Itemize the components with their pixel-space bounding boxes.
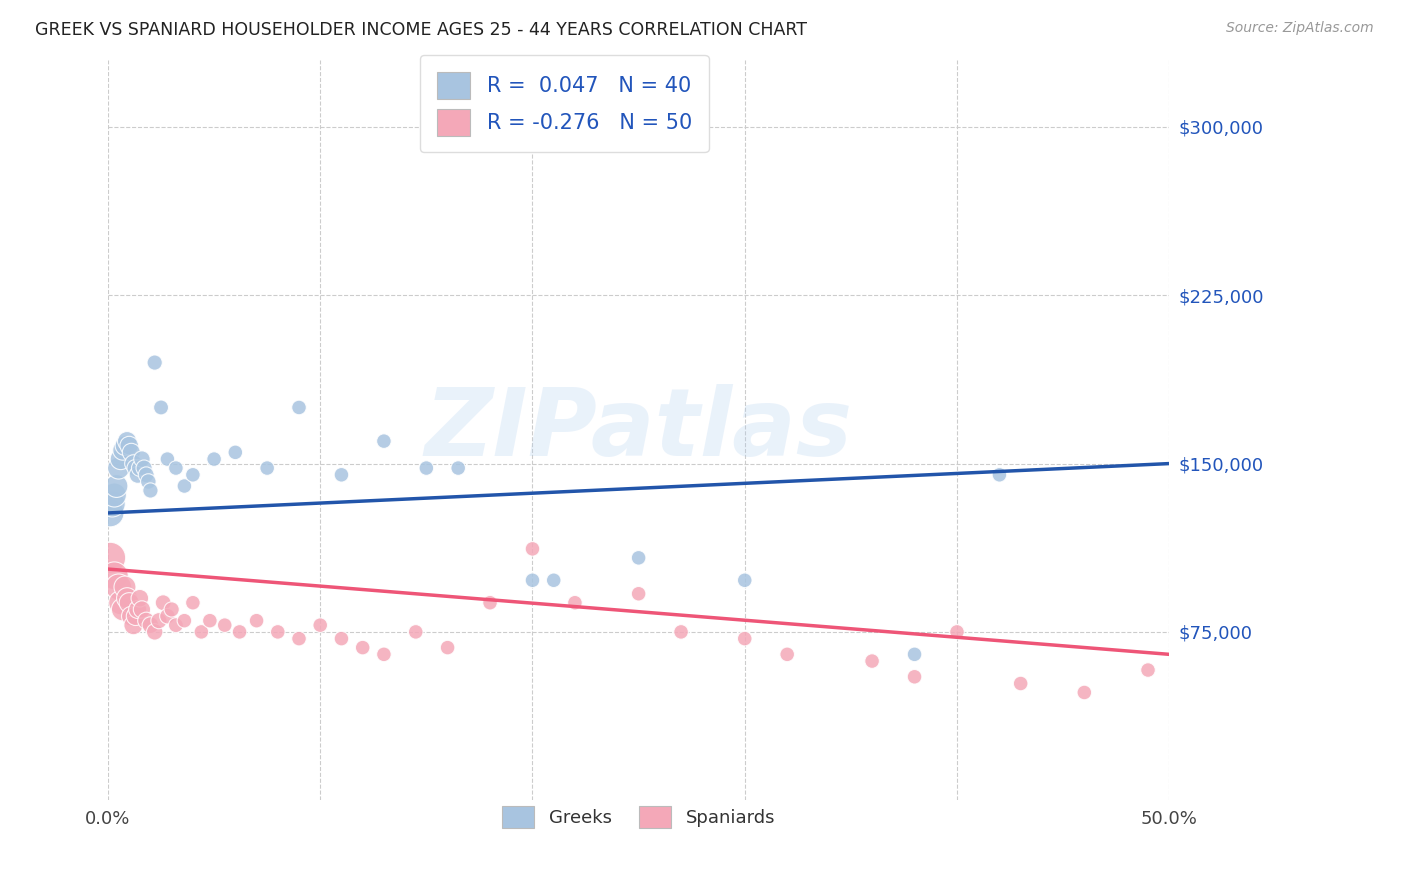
Point bbox=[118, 596, 141, 610]
Point bbox=[122, 457, 145, 471]
Point bbox=[627, 550, 650, 565]
Text: ZIPatlas: ZIPatlas bbox=[425, 384, 852, 476]
Point bbox=[139, 483, 162, 498]
Point bbox=[202, 452, 225, 467]
Point bbox=[415, 461, 437, 475]
Point bbox=[543, 574, 565, 588]
Point bbox=[228, 624, 250, 639]
Point bbox=[135, 614, 157, 628]
Point bbox=[127, 602, 149, 616]
Point bbox=[110, 596, 132, 610]
Point bbox=[181, 596, 204, 610]
Point bbox=[98, 550, 121, 565]
Point bbox=[124, 461, 146, 475]
Point bbox=[143, 624, 166, 639]
Point bbox=[165, 461, 187, 475]
Point bbox=[98, 506, 121, 520]
Point bbox=[124, 609, 146, 624]
Legend: Greeks, Spaniards: Greeks, Spaniards bbox=[495, 799, 783, 836]
Point bbox=[627, 587, 650, 601]
Point bbox=[115, 434, 138, 449]
Point bbox=[152, 596, 174, 610]
Point bbox=[373, 434, 395, 449]
Point bbox=[156, 609, 179, 624]
Point bbox=[120, 445, 142, 459]
Point bbox=[903, 670, 925, 684]
Point bbox=[946, 624, 969, 639]
Point bbox=[405, 624, 427, 639]
Point bbox=[122, 618, 145, 632]
Point bbox=[479, 596, 502, 610]
Point bbox=[522, 574, 544, 588]
Point bbox=[190, 624, 212, 639]
Point bbox=[131, 602, 153, 616]
Point bbox=[107, 461, 129, 475]
Point bbox=[330, 467, 353, 482]
Point bbox=[103, 569, 125, 583]
Point bbox=[330, 632, 353, 646]
Point bbox=[522, 541, 544, 556]
Point bbox=[245, 614, 267, 628]
Point bbox=[143, 355, 166, 369]
Point bbox=[160, 602, 183, 616]
Point bbox=[111, 602, 134, 616]
Point bbox=[139, 618, 162, 632]
Point bbox=[181, 467, 204, 482]
Point bbox=[110, 452, 132, 467]
Point bbox=[173, 614, 195, 628]
Point bbox=[118, 439, 141, 453]
Point bbox=[148, 614, 170, 628]
Point bbox=[198, 614, 221, 628]
Point bbox=[107, 580, 129, 594]
Point bbox=[1073, 685, 1095, 699]
Point bbox=[309, 618, 332, 632]
Point bbox=[1137, 663, 1160, 677]
Point bbox=[860, 654, 883, 668]
Point bbox=[436, 640, 458, 655]
Point bbox=[114, 439, 136, 453]
Point bbox=[127, 467, 149, 482]
Point bbox=[105, 479, 128, 493]
Point bbox=[267, 624, 290, 639]
Point bbox=[1010, 676, 1032, 690]
Text: GREEK VS SPANIARD HOUSEHOLDER INCOME AGES 25 - 44 YEARS CORRELATION CHART: GREEK VS SPANIARD HOUSEHOLDER INCOME AGE… bbox=[35, 21, 807, 38]
Point bbox=[131, 452, 153, 467]
Point bbox=[120, 609, 142, 624]
Point bbox=[114, 580, 136, 594]
Point bbox=[734, 574, 756, 588]
Point bbox=[224, 445, 246, 459]
Point bbox=[128, 461, 150, 475]
Point bbox=[352, 640, 374, 655]
Point bbox=[103, 488, 125, 502]
Point bbox=[776, 648, 799, 662]
Point bbox=[132, 461, 155, 475]
Point bbox=[988, 467, 1011, 482]
Point bbox=[447, 461, 470, 475]
Text: Source: ZipAtlas.com: Source: ZipAtlas.com bbox=[1226, 21, 1374, 35]
Point bbox=[101, 497, 124, 511]
Point bbox=[128, 591, 150, 606]
Point bbox=[288, 632, 311, 646]
Point bbox=[373, 648, 395, 662]
Point bbox=[136, 475, 159, 489]
Point bbox=[734, 632, 756, 646]
Point bbox=[669, 624, 692, 639]
Point bbox=[173, 479, 195, 493]
Point bbox=[165, 618, 187, 632]
Point bbox=[214, 618, 236, 632]
Point bbox=[111, 443, 134, 458]
Point bbox=[115, 591, 138, 606]
Point bbox=[256, 461, 278, 475]
Point bbox=[135, 467, 157, 482]
Point bbox=[288, 401, 311, 415]
Point bbox=[564, 596, 586, 610]
Point bbox=[156, 452, 179, 467]
Point bbox=[903, 648, 925, 662]
Point bbox=[150, 401, 173, 415]
